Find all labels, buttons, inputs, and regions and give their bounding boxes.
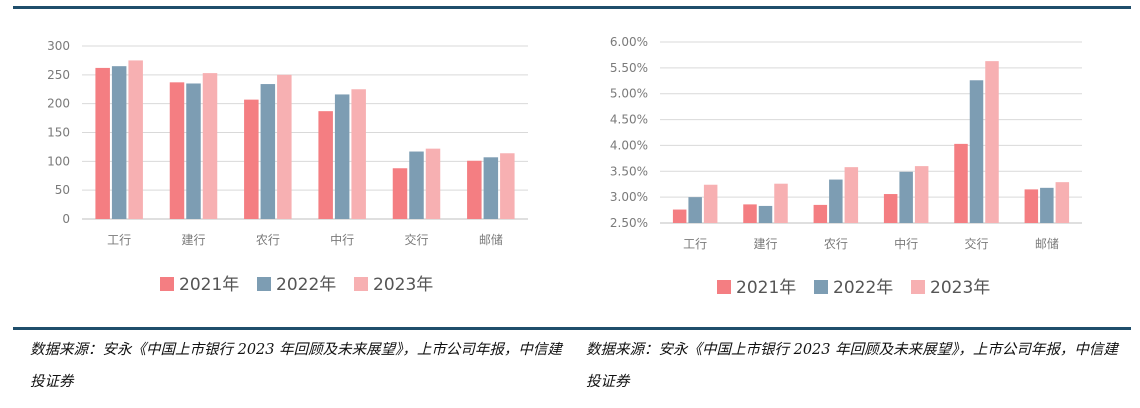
bar xyxy=(186,83,201,219)
bar xyxy=(111,66,127,219)
bar xyxy=(318,111,333,219)
x-tick-label: 工行 xyxy=(107,233,131,247)
legend-swatch xyxy=(257,277,271,291)
legend-swatch xyxy=(814,280,828,294)
bar xyxy=(483,157,499,219)
legend-swatch xyxy=(717,280,731,294)
y-tick-label: 200 xyxy=(47,97,70,111)
x-tick-label: 交行 xyxy=(404,232,428,247)
legend-label: 2021年 xyxy=(179,275,239,295)
legend-swatch xyxy=(911,280,925,294)
bar xyxy=(128,60,143,219)
bar xyxy=(899,171,913,223)
y-tick-label: 3.50% xyxy=(610,164,648,178)
legend-label: 2021年 xyxy=(736,278,796,298)
bar xyxy=(1024,189,1039,223)
legend-label: 2023年 xyxy=(373,275,433,295)
bar xyxy=(409,151,424,219)
y-tick-label: 300 xyxy=(47,39,70,53)
bar xyxy=(277,74,292,219)
x-tick-label: 邮储 xyxy=(479,232,503,247)
legend-swatch xyxy=(160,277,174,291)
bar xyxy=(774,183,788,223)
x-tick-label: 工行 xyxy=(683,237,707,251)
legend-label: 2022年 xyxy=(833,278,893,298)
bar xyxy=(703,184,718,223)
y-tick-label: 4.00% xyxy=(610,138,648,152)
bar xyxy=(351,89,366,219)
y-tick-label: 150 xyxy=(47,126,70,140)
bar xyxy=(672,209,687,223)
legend-label: 2023年 xyxy=(930,278,990,298)
y-tick-label: 50 xyxy=(55,183,70,197)
bar xyxy=(883,194,898,223)
y-tick-label: 0 xyxy=(62,212,70,226)
top-rule xyxy=(13,6,1131,9)
bar xyxy=(244,99,259,219)
x-tick-label: 农行 xyxy=(256,233,280,247)
x-tick-label: 中行 xyxy=(894,236,918,251)
y-tick-label: 2.50% xyxy=(610,216,648,230)
bar xyxy=(758,205,773,223)
source-note-left: 数据来源：安永《中国上市银行 2023 年回顾及未来展望》，上市公司年报，中信建… xyxy=(30,342,562,390)
bar xyxy=(1040,187,1054,223)
bar xyxy=(392,168,408,219)
legend-label: 2022年 xyxy=(276,275,336,295)
x-tick-label: 建行 xyxy=(753,237,777,251)
bar xyxy=(169,82,185,219)
bar xyxy=(95,67,110,219)
y-tick-label: 6.00% xyxy=(610,35,648,49)
bar xyxy=(688,197,702,223)
bar xyxy=(1055,182,1070,223)
y-tick-label: 4.50% xyxy=(610,113,648,127)
bar xyxy=(260,84,276,219)
bar xyxy=(985,61,999,224)
x-tick-label: 交行 xyxy=(964,236,988,251)
bar xyxy=(969,80,984,223)
bar xyxy=(743,204,757,223)
bar xyxy=(425,148,441,219)
y-tick-label: 5.00% xyxy=(610,87,648,101)
bar xyxy=(914,166,929,223)
x-tick-label: 建行 xyxy=(181,233,205,247)
y-tick-label: 3.00% xyxy=(610,190,648,204)
bar xyxy=(844,167,859,223)
y-tick-label: 250 xyxy=(47,68,70,82)
source-note-right: 数据来源：安永《中国上市银行 2023 年回顾及未来展望》，上市公司年报，中信建… xyxy=(586,342,1118,390)
bar xyxy=(334,94,350,219)
left-bar-chart: 0 50 100 150 200 250 300 工行 建行 农行 中行 交行 邮储 2021年 2022年… xyxy=(47,39,528,295)
y-tick-label: 100 xyxy=(47,154,70,168)
bar xyxy=(829,179,843,223)
x-tick-label: 邮储 xyxy=(1035,236,1059,251)
divider-rule xyxy=(13,327,1131,330)
bar xyxy=(813,204,828,223)
x-tick-label: 中行 xyxy=(330,232,354,247)
bar xyxy=(467,160,482,219)
right-bar-chart: 2.50% 3.00% 3.50% 4.00% 4.50% 5.00% 5.50% 6.00%… xyxy=(610,35,1082,298)
bar xyxy=(202,73,218,219)
legend-swatch xyxy=(354,277,368,291)
bar xyxy=(500,153,515,219)
bar xyxy=(954,143,968,223)
y-tick-label: 5.50% xyxy=(610,61,648,75)
x-tick-label: 农行 xyxy=(824,237,848,251)
